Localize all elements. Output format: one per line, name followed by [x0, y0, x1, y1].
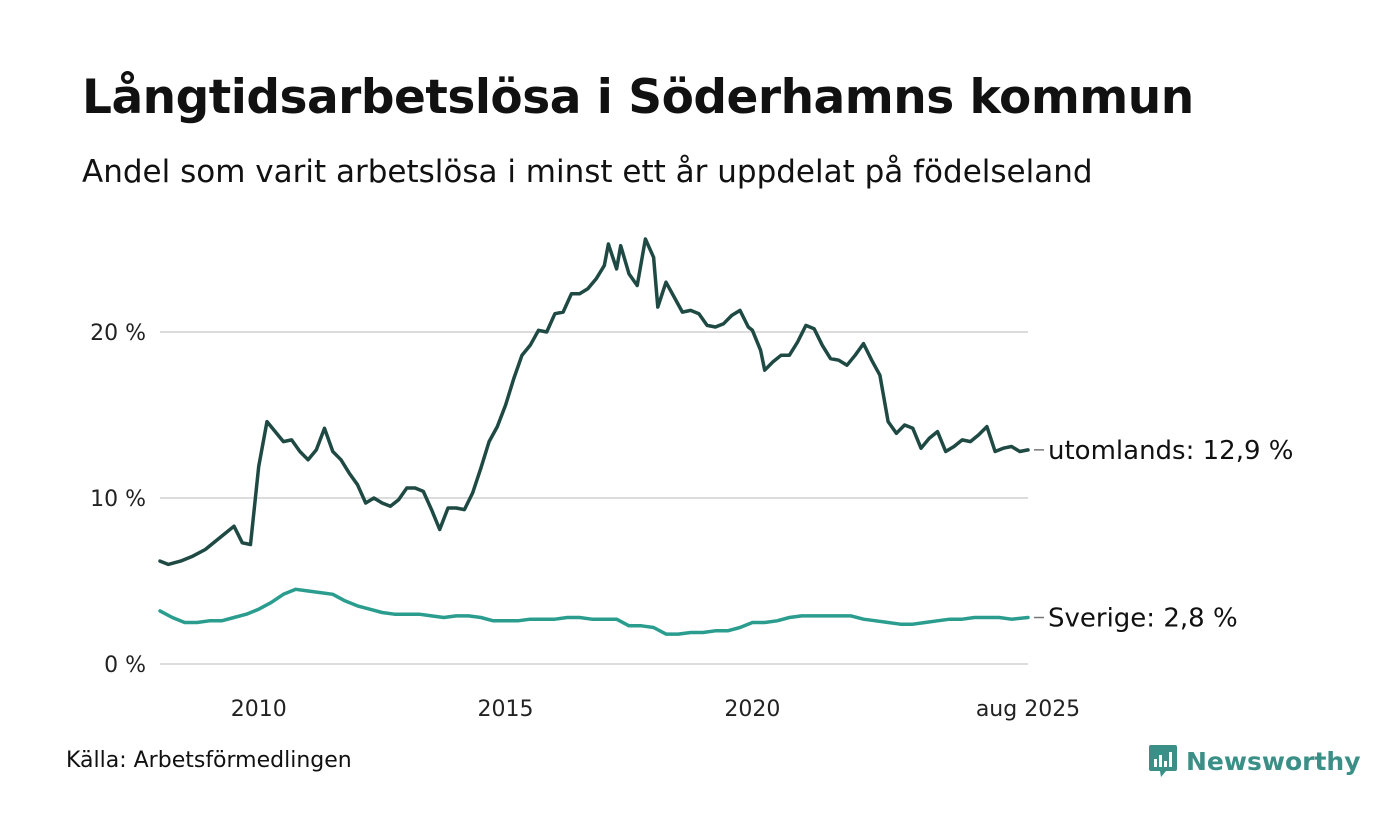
source-note: Källa: Arbetsförmedlingen	[66, 748, 352, 773]
x-tick-label-2020: 2020	[724, 697, 780, 722]
x-tick-label-aug-2025: aug 2025	[976, 697, 1080, 722]
series-lines	[158, 237, 1030, 636]
brand-logo[interactable]: Newsworthy	[1148, 744, 1361, 778]
y-tick-label-20: 20 %	[90, 321, 146, 346]
end-labels: utomlands: 12,9 % Sverige: 2,8 %	[1034, 436, 1293, 634]
chart-title: Långtidsarbetslösa i Söderhamns kommun	[82, 70, 1194, 125]
x-tick-label-2015: 2015	[478, 697, 534, 722]
chart-subtitle: Andel som varit arbetslösa i minst ett å…	[82, 154, 1093, 190]
x-tick-label-2010: 2010	[231, 697, 287, 722]
y-axis-ticks: 0 % 10 % 20 %	[90, 321, 146, 678]
y-tick-label-0: 0 %	[104, 653, 146, 678]
y-tick-label-10: 10 %	[90, 487, 146, 512]
series-line-utomlands	[158, 237, 1030, 567]
grid-lines	[160, 331, 1028, 665]
x-axis-ticks: 2010 2015 2020 aug 2025	[231, 697, 1080, 722]
brand-name: Newsworthy	[1186, 746, 1361, 776]
newsworthy-logo-icon	[1149, 745, 1177, 777]
series-line-sverige	[158, 587, 1030, 636]
end-label-sverige: Sverige: 2,8 %	[1048, 604, 1238, 634]
end-label-utomlands: utomlands: 12,9 %	[1048, 436, 1293, 466]
